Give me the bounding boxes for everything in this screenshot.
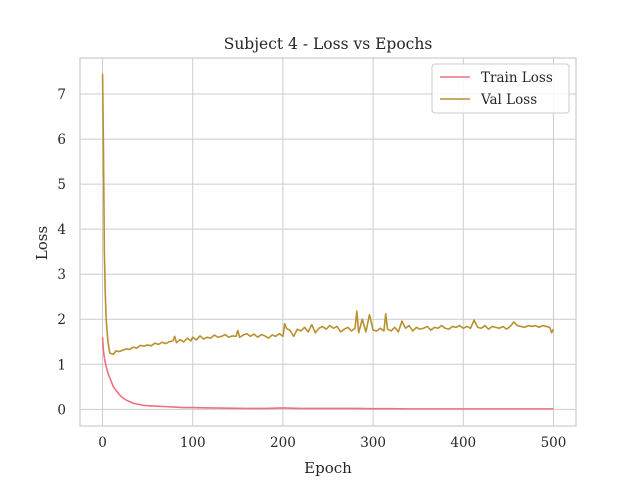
x-tick-label: 100: [180, 435, 206, 451]
y-tick-label: 4: [57, 222, 66, 238]
x-axis-label: Epoch: [304, 459, 352, 477]
tick-labels: 0 100 200 300 400 500 0 1 2 3 4 5 6 7: [57, 87, 566, 451]
y-tick-label: 7: [57, 87, 66, 103]
legend-label-train-loss: Train Loss: [481, 70, 553, 86]
chart-title: Subject 4 - Loss vs Epochs: [224, 35, 433, 53]
y-tick-label: 6: [57, 132, 66, 148]
series-layer: [101, 73, 555, 410]
y-tick-label: 2: [57, 312, 66, 328]
x-tick-label: 500: [541, 435, 567, 451]
plot-frame: [79, 57, 577, 427]
legend-label-val-loss: Val Loss: [480, 92, 537, 108]
series-line-val-loss: [101, 73, 555, 356]
series-line-train-loss: [101, 337, 554, 410]
y-tick-label: 0: [57, 402, 66, 418]
y-tick-label: 5: [57, 177, 66, 193]
x-tick-label: 200: [270, 435, 296, 451]
y-tick-label: 1: [57, 357, 66, 373]
x-tick-label: 400: [450, 435, 476, 451]
y-tick-label: 3: [57, 267, 66, 283]
y-axis-label: Loss: [33, 226, 51, 260]
x-tick-label: 300: [360, 435, 386, 451]
legend: Train Loss Val Loss: [431, 63, 570, 114]
x-tick-label: 0: [98, 435, 107, 451]
